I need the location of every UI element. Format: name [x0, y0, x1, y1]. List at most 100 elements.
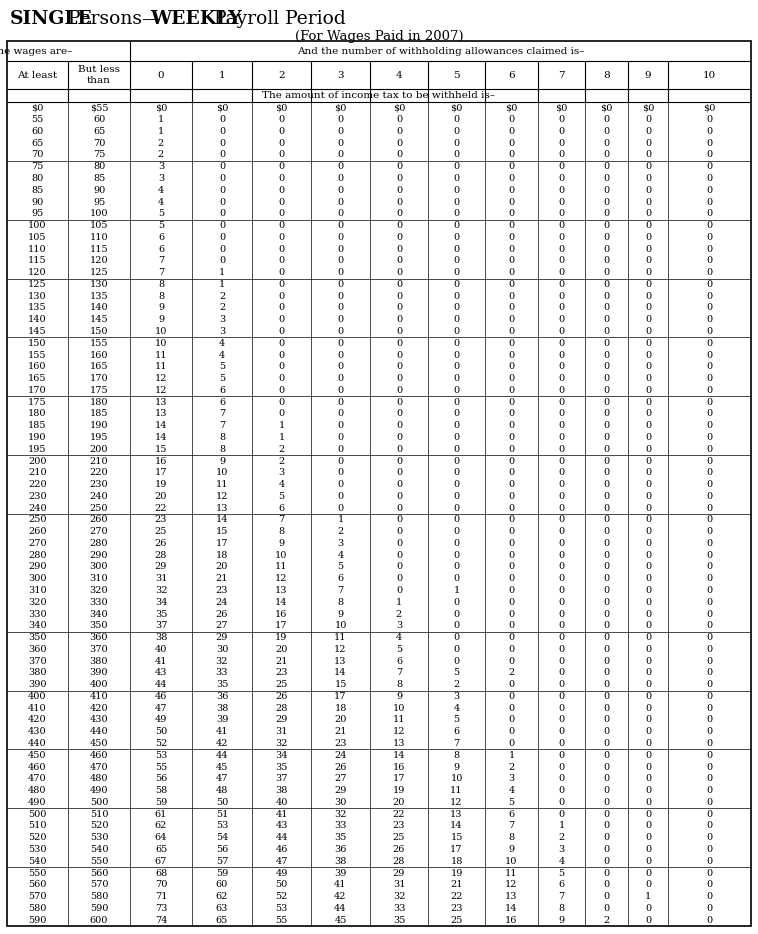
- Text: 1: 1: [158, 127, 164, 136]
- Text: 0: 0: [337, 468, 343, 477]
- Text: 29: 29: [275, 715, 288, 725]
- Text: 0: 0: [706, 715, 713, 725]
- Text: 0: 0: [509, 304, 515, 313]
- Text: 0: 0: [603, 739, 609, 748]
- Text: 0: 0: [559, 527, 565, 536]
- Text: 0: 0: [706, 774, 713, 784]
- Text: 0: 0: [706, 633, 713, 642]
- Text: 27: 27: [334, 774, 346, 784]
- Text: 0: 0: [559, 350, 565, 360]
- Text: 100: 100: [89, 209, 108, 219]
- Text: 45: 45: [334, 915, 346, 925]
- Text: 5: 5: [158, 221, 164, 230]
- Text: 190: 190: [28, 433, 47, 442]
- Text: 2: 2: [559, 833, 565, 842]
- Text: 21: 21: [450, 881, 462, 889]
- Text: 23: 23: [216, 586, 228, 595]
- Text: 0: 0: [603, 810, 609, 819]
- Text: 0: 0: [453, 375, 459, 383]
- Text: 220: 220: [28, 480, 47, 489]
- Text: 0: 0: [509, 257, 515, 265]
- Text: 0: 0: [509, 644, 515, 654]
- Text: 5: 5: [453, 70, 460, 79]
- Text: 0: 0: [706, 327, 713, 336]
- Text: 0: 0: [559, 257, 565, 265]
- Text: 23: 23: [334, 739, 346, 748]
- Text: 0: 0: [509, 445, 515, 454]
- Text: 0: 0: [337, 445, 343, 454]
- Text: 590: 590: [89, 904, 108, 913]
- Text: 0: 0: [603, 350, 609, 360]
- Text: 460: 460: [89, 751, 108, 760]
- Text: 0: 0: [453, 468, 459, 477]
- Text: 0: 0: [396, 574, 402, 583]
- Text: 0: 0: [603, 786, 609, 795]
- Text: 0: 0: [559, 539, 565, 548]
- Text: 0: 0: [337, 421, 343, 431]
- Text: 0: 0: [559, 739, 565, 748]
- Text: 0: 0: [706, 350, 713, 360]
- Text: 16: 16: [275, 610, 288, 618]
- Text: 3: 3: [509, 774, 515, 784]
- Text: 9: 9: [219, 457, 225, 465]
- Text: 0: 0: [453, 291, 459, 301]
- Text: 0: 0: [603, 821, 609, 830]
- Text: 0: 0: [453, 598, 459, 607]
- Text: 300: 300: [28, 574, 47, 583]
- Text: 0: 0: [706, 174, 713, 183]
- Text: 41: 41: [155, 657, 168, 666]
- Text: 0: 0: [559, 562, 565, 572]
- Text: 550: 550: [89, 856, 108, 866]
- Text: 19: 19: [450, 869, 462, 878]
- Text: 0: 0: [509, 703, 515, 713]
- Text: 57: 57: [216, 856, 228, 866]
- Text: 0: 0: [453, 503, 459, 513]
- Text: 30: 30: [216, 644, 228, 654]
- Text: 0: 0: [645, 703, 651, 713]
- Text: 140: 140: [89, 304, 108, 313]
- Text: 0: 0: [509, 174, 515, 183]
- Text: 43: 43: [155, 669, 168, 677]
- Text: 0: 0: [603, 433, 609, 442]
- Text: 250: 250: [89, 503, 108, 513]
- Text: 0: 0: [559, 221, 565, 230]
- Text: 0: 0: [278, 245, 284, 254]
- Text: 0: 0: [453, 492, 459, 501]
- Text: 5: 5: [219, 375, 225, 383]
- Text: 0: 0: [559, 610, 565, 618]
- Text: 9: 9: [645, 70, 651, 79]
- Text: 1: 1: [509, 751, 515, 760]
- Text: 35: 35: [334, 833, 346, 842]
- Text: 0: 0: [278, 291, 284, 301]
- Text: 310: 310: [89, 574, 108, 583]
- Text: 0: 0: [706, 644, 713, 654]
- Text: 0: 0: [396, 516, 402, 524]
- Text: 10: 10: [393, 703, 406, 713]
- Text: 21: 21: [334, 728, 346, 736]
- Text: 0: 0: [337, 257, 343, 265]
- Text: 43: 43: [275, 821, 288, 830]
- Text: 0: 0: [645, 774, 651, 784]
- Text: 0: 0: [706, 480, 713, 489]
- Text: 580: 580: [28, 904, 47, 913]
- Text: 8: 8: [396, 680, 402, 689]
- Text: 0: 0: [559, 810, 565, 819]
- Text: 0: 0: [645, 291, 651, 301]
- Text: 0: 0: [509, 516, 515, 524]
- Text: 34: 34: [275, 751, 288, 760]
- Text: 195: 195: [89, 433, 108, 442]
- Text: 0: 0: [396, 304, 402, 313]
- Text: 0: 0: [645, 257, 651, 265]
- Text: $0: $0: [703, 104, 716, 112]
- Text: 74: 74: [155, 915, 168, 925]
- Text: 185: 185: [89, 409, 108, 418]
- Text: 0: 0: [337, 127, 343, 136]
- Text: 0: 0: [645, 562, 651, 572]
- Text: 0: 0: [509, 139, 515, 148]
- Text: 32: 32: [275, 739, 288, 748]
- Text: 2: 2: [603, 915, 609, 925]
- Text: 64: 64: [155, 833, 168, 842]
- Text: $0: $0: [216, 104, 228, 112]
- Text: 0: 0: [603, 421, 609, 431]
- Text: 0: 0: [509, 268, 515, 277]
